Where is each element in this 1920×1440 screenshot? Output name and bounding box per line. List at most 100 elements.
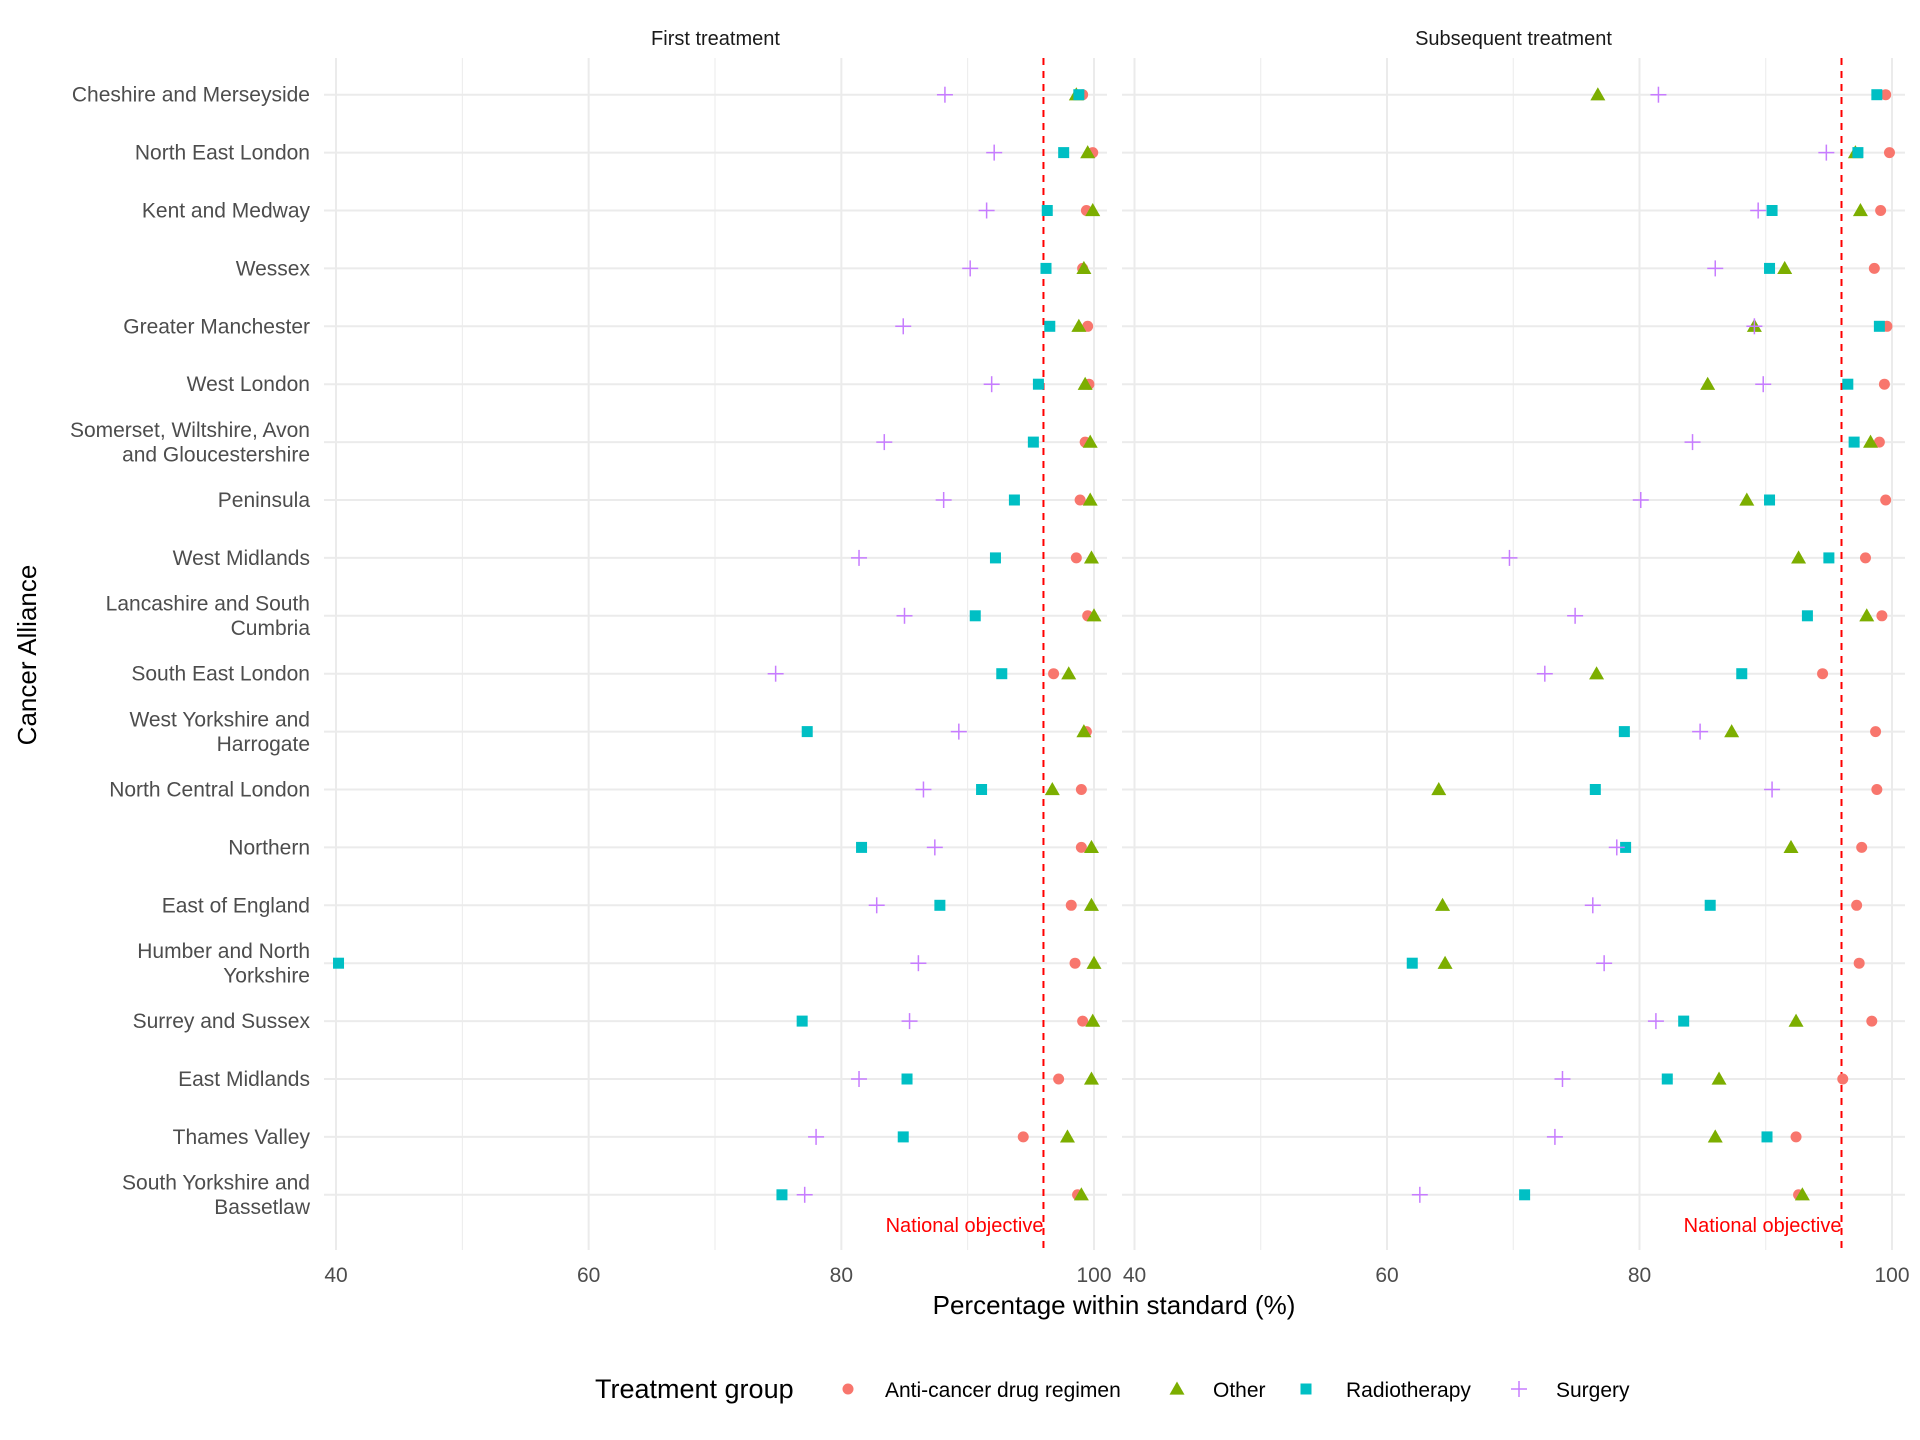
y-tick-label: South East London <box>131 663 310 686</box>
point-radio <box>1041 205 1053 216</box>
point-radio <box>1620 841 1632 853</box>
x-axis-title: Percentage within standard (%) <box>933 1290 1296 1320</box>
point-other <box>1863 434 1879 448</box>
point-other <box>1082 434 1098 448</box>
y-axis-title: Cancer Alliance <box>12 565 42 746</box>
point-surgery <box>1411 1186 1428 1203</box>
point-surgery <box>1567 607 1584 624</box>
point-surgery <box>896 607 913 624</box>
y-tick-label: Cheshire and Merseyside <box>72 84 310 107</box>
y-tick-label-line: East Midlands <box>178 1068 310 1091</box>
point-other <box>1083 1071 1099 1085</box>
point-other <box>1082 492 1098 506</box>
point-surgery <box>808 1128 825 1145</box>
point-radio <box>1678 1015 1690 1027</box>
point-other <box>1061 666 1077 680</box>
y-tick-label-line: North East London <box>135 142 310 165</box>
point-surgery <box>1650 86 1667 103</box>
legend-label: Surgery <box>1556 1379 1630 1402</box>
point-other <box>1739 492 1755 506</box>
point-other <box>1852 203 1868 217</box>
point-surgery <box>962 260 979 277</box>
point-other <box>1435 897 1451 911</box>
legend-key-triangle <box>1169 1381 1185 1395</box>
y-tick-label: East of England <box>162 894 310 917</box>
y-tick-label: South Yorkshire and Bassetlaw <box>122 1172 311 1220</box>
point-radio <box>934 899 946 911</box>
point-surgery <box>915 781 932 798</box>
point-radio <box>1406 957 1418 969</box>
point-drug <box>1883 147 1895 159</box>
y-tick-label: Northern <box>228 836 310 859</box>
x-tick-label: 60 <box>1375 1264 1398 1287</box>
point-drug <box>1817 668 1829 680</box>
point-drug <box>1053 1073 1065 1085</box>
point-other <box>1076 724 1092 738</box>
panel-title: Subsequent treatment <box>1415 28 1612 50</box>
point-radio <box>1736 668 1748 680</box>
point-radio <box>989 552 1001 564</box>
legend-item-radio: Radiotherapy <box>1300 1379 1471 1402</box>
legend-key-plus <box>1511 1381 1527 1397</box>
point-radio <box>1766 205 1778 216</box>
point-drug <box>1069 957 1081 969</box>
point-radio <box>796 1015 808 1027</box>
point-surgery <box>1647 1013 1664 1030</box>
point-surgery <box>1584 897 1601 914</box>
point-drug <box>1070 552 1082 564</box>
y-tick-label-line: West London <box>187 373 310 396</box>
point-surgery <box>910 955 927 972</box>
y-tick-label-line: Yorkshire <box>223 964 310 987</box>
point-other <box>1073 1187 1089 1201</box>
point-radio <box>996 668 1008 680</box>
point-drug <box>1870 726 1882 738</box>
point-drug <box>1856 841 1868 853</box>
point-surgery <box>1684 434 1701 451</box>
legend-label: Radiotherapy <box>1346 1379 1471 1402</box>
point-drug <box>1074 494 1086 506</box>
y-tick-label: Humber and North Yorkshire <box>137 940 310 988</box>
point-other <box>1859 608 1875 622</box>
point-drug <box>1876 610 1888 622</box>
point-surgery <box>895 318 912 335</box>
legend-item-drug: Anti-cancer drug regimen <box>842 1379 1121 1402</box>
legend-label: Anti-cancer drug regimen <box>885 1379 1121 1402</box>
x-tick-label: 60 <box>577 1264 600 1287</box>
y-tick-label-line: South Yorkshire and <box>122 1172 310 1195</box>
y-tick-label-line: Humber and North <box>137 940 310 963</box>
y-tick-label-line: Thames Valley <box>173 1126 311 1149</box>
y-tick-label-line: Bassetlaw <box>214 1196 311 1219</box>
point-drug <box>1075 784 1087 795</box>
y-tick-label: North East London <box>135 142 310 165</box>
point-radio <box>1764 262 1776 274</box>
point-radio <box>1044 320 1056 332</box>
legend-item-surgery: Surgery <box>1511 1379 1630 1402</box>
panel-title: First treatment <box>651 28 780 50</box>
y-tick-label-line: Northern <box>228 836 310 859</box>
y-tick-label-line: Somerset, Wiltshire, Avon <box>70 419 310 442</box>
point-surgery <box>1755 376 1772 393</box>
point-surgery <box>868 897 885 914</box>
point-drug <box>1878 378 1890 390</box>
y-tick-label: North Central London <box>109 779 310 802</box>
y-tick-label: West London <box>187 373 310 396</box>
point-other <box>1085 203 1101 217</box>
panels: First treatment 40 60 80 100 National objecti… <box>324 28 1910 1287</box>
point-surgery <box>1501 549 1518 566</box>
point-radio <box>897 1131 909 1143</box>
point-surgery <box>926 839 943 856</box>
point-drug <box>1075 841 1087 853</box>
point-other <box>1431 782 1447 796</box>
point-other <box>1589 666 1605 680</box>
point-surgery <box>1707 260 1724 277</box>
point-drug <box>1853 957 1865 969</box>
point-other <box>1080 145 1096 159</box>
y-tick-label-line: Surrey and Sussex <box>133 1010 311 1033</box>
y-tick-label-line: South East London <box>131 663 310 686</box>
point-other <box>1076 260 1092 275</box>
point-surgery <box>935 492 952 508</box>
point-radio <box>776 1189 788 1201</box>
legend: Treatment group Anti-cancer drug regimen O… <box>595 1374 1630 1404</box>
y-tick-label-line: Wessex <box>236 257 311 280</box>
